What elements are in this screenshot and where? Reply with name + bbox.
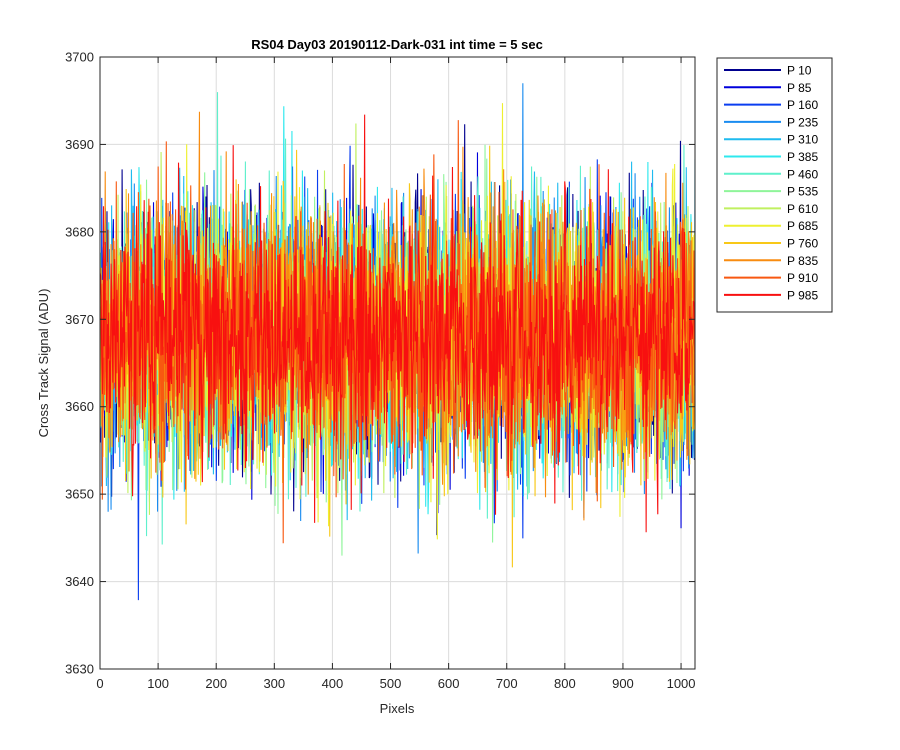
y-tick-label: 3700 <box>65 50 94 65</box>
x-tick-label: 500 <box>380 676 402 691</box>
x-tick-label: 0 <box>96 676 103 691</box>
series-lines <box>100 83 695 601</box>
legend-label: P 835 <box>787 254 818 268</box>
legend-label: P 460 <box>787 167 818 181</box>
y-tick-label: 3670 <box>65 312 94 327</box>
x-tick-label: 600 <box>438 676 460 691</box>
y-tick-label: 3640 <box>65 574 94 589</box>
axis-ticks: 0 100 200 300 400 500 600 700 800 900 1000 3630 3640… <box>65 50 695 692</box>
legend-box <box>716 57 833 313</box>
legend-label: P 85 <box>787 81 812 95</box>
x-tick-label: 1000 <box>667 676 696 691</box>
series-line-p985 <box>100 114 695 533</box>
x-tick-label: 800 <box>554 676 576 691</box>
y-tick-label: 3690 <box>65 137 94 152</box>
legend-label: P 310 <box>787 133 818 147</box>
legend-label: P 235 <box>787 115 818 129</box>
y-tick-label: 3680 <box>65 224 94 239</box>
legend-label: P 685 <box>787 219 818 233</box>
legend-label: P 985 <box>787 288 818 302</box>
x-axis-label: Pixels <box>380 701 415 716</box>
legend-label: P 10 <box>787 64 812 78</box>
legend: P 10 P 85 P 160 P 235 P 310 P 385 P 460 P 535 P … <box>716 57 833 313</box>
x-tick-label: 100 <box>147 676 169 691</box>
y-tick-label: 3660 <box>65 399 94 414</box>
legend-label: P 385 <box>787 150 818 164</box>
y-tick-label: 3650 <box>65 487 94 502</box>
y-axis-label: Cross Track Signal (ADU) <box>36 289 51 438</box>
legend-label: P 535 <box>787 185 818 199</box>
x-tick-label: 300 <box>263 676 285 691</box>
legend-label: P 610 <box>787 202 818 216</box>
x-tick-label: 400 <box>322 676 344 691</box>
plot-frame <box>99 56 696 670</box>
x-tick-label: 200 <box>205 676 227 691</box>
legend-label: P 160 <box>787 98 818 112</box>
y-tick-label: 3630 <box>65 662 94 677</box>
legend-label: P 910 <box>787 271 818 285</box>
x-tick-label: 900 <box>612 676 634 691</box>
legend-label: P 760 <box>787 237 818 251</box>
x-tick-label: 700 <box>496 676 518 691</box>
chart-title: RS04 Day03 20190112-Dark-031 int time = … <box>251 37 543 52</box>
